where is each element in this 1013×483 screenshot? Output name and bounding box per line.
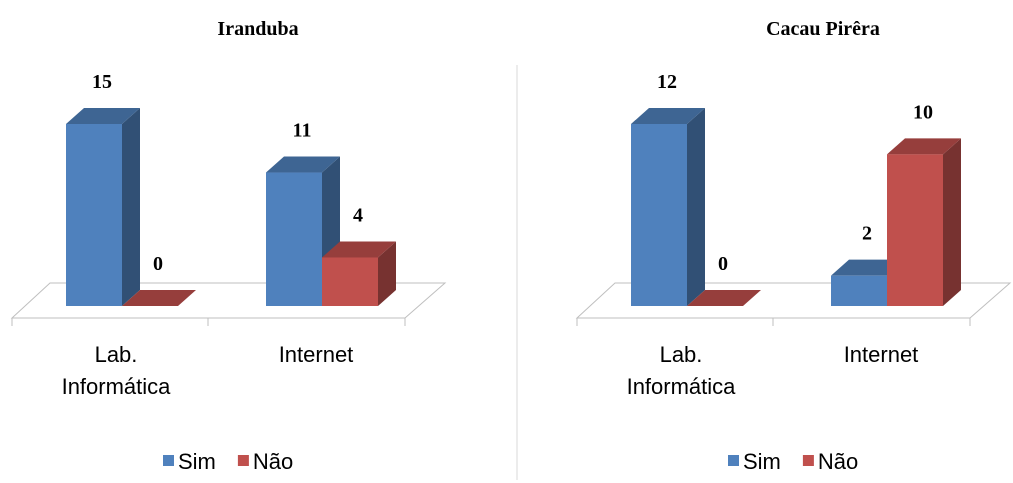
category-label: Lab. Informática (627, 342, 737, 399)
bar-side (943, 138, 961, 306)
bar-side (687, 108, 705, 306)
bar (122, 290, 196, 306)
value-label: 0 (718, 253, 728, 275)
bar (322, 241, 396, 306)
value-label: 15 (92, 71, 112, 93)
bar-side (122, 108, 140, 306)
legend-label: Sim (178, 449, 216, 474)
legend-label: Sim (743, 449, 781, 474)
legend-swatch (728, 455, 739, 466)
bar-top (631, 108, 705, 124)
bar (887, 138, 961, 306)
category-label: Internet (844, 342, 919, 367)
category-label: Internet (279, 342, 354, 367)
legend-swatch (237, 455, 249, 466)
bar-front (631, 124, 687, 306)
bar (631, 108, 705, 306)
value-label: 10 (913, 101, 933, 123)
legend-swatch (802, 455, 814, 466)
value-label: 2 (862, 223, 872, 245)
bar-top (66, 108, 140, 124)
legend-swatch (163, 455, 174, 466)
value-label: 12 (657, 71, 677, 93)
chart-title: Cacau Pirêra (766, 18, 880, 40)
bar-front (322, 257, 378, 306)
bar-top (687, 290, 761, 306)
legend-label: Não (253, 449, 293, 474)
value-label: 0 (153, 253, 163, 275)
bar-top (887, 138, 961, 155)
bar-front (266, 172, 322, 306)
chart-title: Iranduba (217, 18, 298, 40)
bar-front (66, 124, 122, 306)
bar-top (122, 290, 196, 306)
bar-front (887, 154, 943, 306)
bar-top (831, 259, 905, 276)
bar-top (322, 241, 396, 258)
value-label: 11 (293, 120, 312, 142)
bar-side (378, 241, 396, 306)
value-label: 4 (353, 204, 363, 226)
bar-front (831, 275, 887, 306)
bar (66, 108, 140, 306)
chart: Iranduba Lab. Informática 15 0 Internet 11 4 Sim… (10, 18, 447, 474)
bar (687, 290, 761, 306)
chart: Cacau Pirêra Lab. Informática 12 0 Internet 2 1… (575, 18, 1012, 474)
legend-label: Não (818, 449, 858, 474)
category-label: Lab. Informática (62, 342, 172, 399)
bar-top (266, 156, 340, 173)
